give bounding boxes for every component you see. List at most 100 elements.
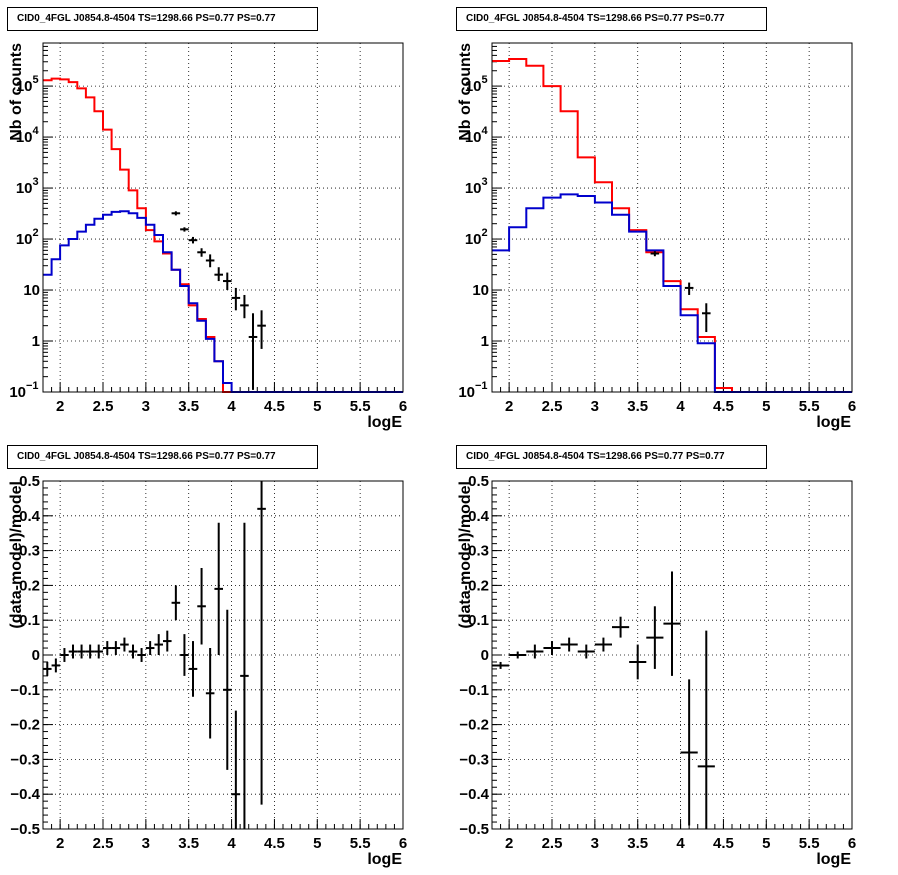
panel-2-title: CID0_4FGL J0854.8-4504 TS=1298.66 PS=0.7… <box>456 7 767 31</box>
x-tick-label: 5.5 <box>350 398 371 415</box>
data-point <box>85 644 95 659</box>
y-tick-label: 0.4 <box>19 508 41 525</box>
y-tick-label: 0.5 <box>468 473 489 490</box>
data-point <box>180 634 189 676</box>
panel-3-title: CID0_4FGL J0854.8-4504 TS=1298.66 PS=0.7… <box>7 445 318 469</box>
x-tick-label: 2.5 <box>93 398 114 415</box>
x-tick-label: 2.5 <box>542 835 563 852</box>
data-point <box>77 644 86 659</box>
x-tick-label: 5 <box>313 398 321 415</box>
x-tick-label: 2 <box>56 398 64 415</box>
data-point <box>663 571 681 676</box>
y-tick-exponent: 4 <box>482 125 489 137</box>
data-point <box>646 606 664 669</box>
y-tick-label: 0.1 <box>19 612 40 629</box>
data-point <box>197 248 206 257</box>
x-axis-label: logE <box>816 851 851 868</box>
y-tick-exponent: −1 <box>26 380 39 392</box>
y-tick-exponent: 2 <box>33 227 39 239</box>
data-point <box>51 658 61 673</box>
data-point <box>231 287 241 311</box>
y-tick-label: 0.5 <box>19 473 40 490</box>
y-tick-exponent: −1 <box>475 380 488 392</box>
data-point <box>223 609 232 770</box>
panel-4-title: CID0_4FGL J0854.8-4504 TS=1298.66 PS=0.7… <box>456 445 767 469</box>
data-point <box>205 254 215 268</box>
y-tick-label: 10 <box>9 384 26 401</box>
data-point <box>248 313 258 390</box>
panel-3: 2 2.5 3 3.5 4 4.5 5 5.5 6 −0.5 −0.4 −0.3 −0.2 −0.1 0 0.… <box>8 473 407 868</box>
y-axis-label: Nb of counts <box>8 43 25 141</box>
y-tick-label: 10 <box>16 231 33 248</box>
y-tick-label: 1 <box>481 333 489 350</box>
y-tick-exponent: 3 <box>33 176 39 188</box>
x-tick-label: 2 <box>505 835 513 852</box>
x-tick-label: 4.5 <box>264 835 285 852</box>
y-tick-label: 10 <box>472 282 489 299</box>
x-tick-label: 3 <box>591 398 599 415</box>
x-tick-label: 2 <box>56 835 64 852</box>
x-tick-label: 6 <box>399 398 407 415</box>
histogram-series-1 <box>43 77 403 393</box>
x-tick-label: 5.5 <box>799 835 820 852</box>
y-tick-label: 0.2 <box>19 577 40 594</box>
y-tick-label: −0.3 <box>10 751 40 768</box>
data-point <box>612 616 630 638</box>
data-point <box>103 641 112 655</box>
y-tick-exponent: 5 <box>33 74 39 86</box>
data-point <box>43 661 52 676</box>
y-axis-label: (data-model)/model <box>457 481 474 629</box>
y-tick-label: 10 <box>465 78 482 95</box>
data-point <box>223 272 232 291</box>
x-tick-label: 4 <box>676 398 685 415</box>
y-tick-label: 10 <box>16 78 33 95</box>
data-point <box>163 630 172 652</box>
x-axis-label: logE <box>816 414 851 431</box>
y-tick-label: 10 <box>23 282 40 299</box>
panel-4: 2 2.5 3 3.5 4 4.5 5 5.5 6 −0.5 −0.4 −0.3 −0.2 −0.1 0 0.… <box>457 473 856 868</box>
x-tick-label: 2.5 <box>542 398 563 415</box>
x-tick-label: 3.5 <box>178 398 199 415</box>
minor-ticks <box>42 42 404 392</box>
y-tick-label: −0.5 <box>459 821 489 838</box>
y-tick-exponent: 4 <box>33 125 40 137</box>
data-point <box>180 227 189 232</box>
data-point <box>257 310 266 349</box>
y-axis-label: Nb of counts <box>457 43 474 141</box>
data-point <box>492 661 510 669</box>
y-tick-label: 10 <box>458 384 475 401</box>
data-point <box>214 267 223 282</box>
data-point <box>594 637 612 652</box>
data-point <box>697 630 715 829</box>
x-tick-label: 3 <box>591 835 599 852</box>
y-tick-label: 0.3 <box>468 543 489 560</box>
y-tick-label: −0.5 <box>10 821 40 838</box>
x-axis-label: logE <box>367 414 402 431</box>
data-point <box>560 637 578 652</box>
y-tick-label: 1 <box>32 333 40 350</box>
y-axis-label: (data-model)/model <box>8 481 25 629</box>
y-tick-label: 0.4 <box>468 508 490 525</box>
x-tick-label: 4 <box>676 835 685 852</box>
x-tick-label: 5 <box>313 835 321 852</box>
data-point <box>509 651 527 659</box>
data-point <box>684 282 694 295</box>
histogram-series-1 <box>492 58 852 393</box>
y-tick-label: −0.4 <box>459 786 489 803</box>
data-point <box>650 251 660 257</box>
data-point <box>214 522 223 655</box>
x-tick-label: 3.5 <box>627 398 648 415</box>
panel-1-title: CID0_4FGL J0854.8-4504 TS=1298.66 PS=0.7… <box>7 7 318 31</box>
data-point <box>231 710 241 829</box>
data-point <box>154 634 163 655</box>
grid <box>43 43 403 392</box>
data-point <box>543 641 561 655</box>
y-tick-label: 0 <box>32 647 40 664</box>
data-point <box>111 641 121 655</box>
data-point <box>205 648 215 739</box>
x-tick-label: 4.5 <box>264 398 285 415</box>
y-tick-label: −0.2 <box>10 717 40 734</box>
